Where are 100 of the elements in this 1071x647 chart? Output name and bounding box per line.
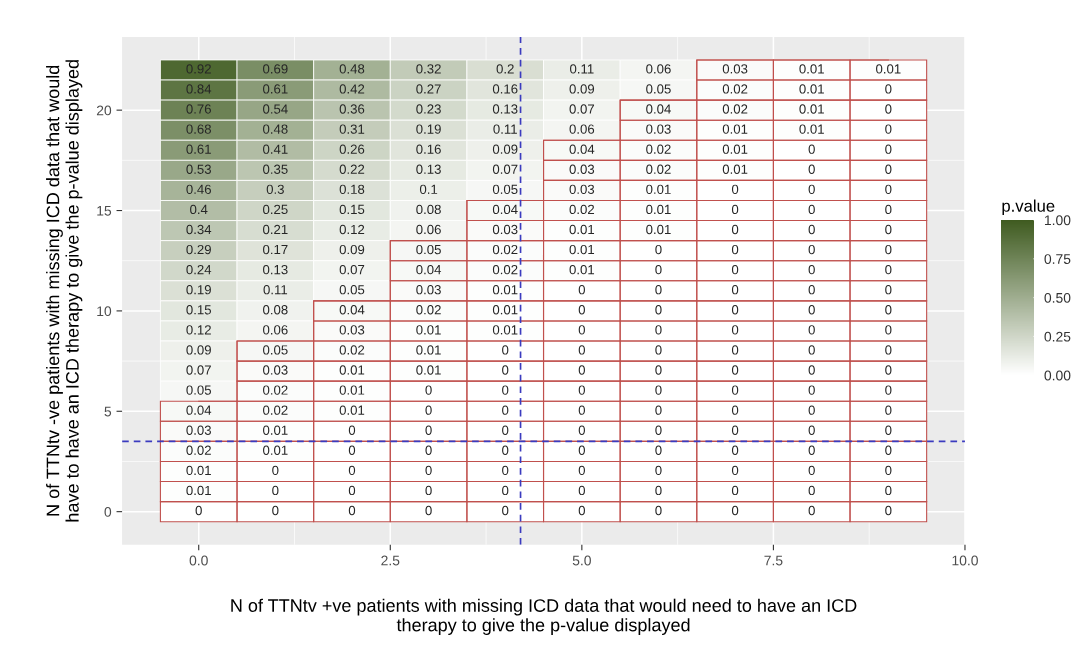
data-label: 0	[578, 345, 585, 355]
data-label: 0.05	[186, 385, 212, 395]
data-label: 0.02	[416, 305, 441, 315]
data-label: 0.13	[263, 264, 288, 275]
data-label: 0.05	[339, 285, 365, 295]
data-label: 0.01	[492, 285, 518, 295]
data-label: 0.03	[492, 224, 518, 235]
data-label: 0.01	[339, 365, 365, 375]
data-label: 0	[731, 385, 739, 395]
data-label: 0.01	[722, 124, 748, 134]
data-label: 0.02	[263, 405, 288, 415]
data-label: 0	[655, 365, 662, 375]
data-label: 0.35	[263, 164, 288, 174]
data-label: 0.3	[266, 184, 284, 194]
data-label: 0	[808, 385, 815, 395]
data-label: 0.48	[339, 64, 365, 74]
data-label: 0.03	[263, 365, 288, 375]
data-label: 0.01	[799, 84, 824, 94]
data-label: 0	[885, 124, 892, 134]
data-label: 0.01	[876, 64, 901, 74]
data-label: 0.01	[416, 345, 441, 355]
data-label: 0.01	[799, 104, 824, 114]
data-label: 0	[885, 345, 892, 355]
data-label: 0.29	[186, 244, 211, 255]
data-label: 0	[655, 425, 662, 435]
data-label: 0	[655, 505, 662, 516]
data-label: 0.07	[186, 365, 211, 375]
data-label: 0	[502, 385, 509, 395]
data-label: 0	[731, 224, 739, 235]
data-label: 0	[502, 345, 509, 355]
data-label: 0	[885, 104, 892, 114]
data-label: 0	[808, 144, 815, 154]
data-label: 0	[578, 365, 585, 375]
data-label: 0	[808, 465, 815, 476]
data-label: 0	[731, 425, 739, 435]
data-label: 0	[578, 285, 585, 295]
data-label: 0	[425, 485, 432, 496]
data-label: 0	[808, 405, 815, 415]
data-label: 0.01	[416, 365, 441, 375]
data-label: 0	[731, 305, 739, 315]
data-label: 0.4	[190, 204, 208, 215]
data-label: 0	[808, 425, 815, 435]
y-tick-label: 20	[96, 105, 112, 116]
data-label: 0.01	[569, 244, 595, 255]
data-label: 0.03	[339, 325, 365, 335]
data-label: 0	[885, 204, 892, 215]
data-label: 0.01	[339, 405, 365, 415]
data-label: 0.02	[186, 445, 211, 455]
data-label: 0	[655, 465, 662, 476]
data-label: 0.05	[416, 244, 441, 255]
data-label: 0.07	[339, 264, 365, 275]
data-label: 0.04	[416, 264, 442, 275]
data-label: 0.06	[569, 124, 595, 134]
color-bar-title: p.value	[1002, 199, 1055, 216]
color-bar-label: 1.00	[1044, 215, 1071, 226]
data-label: 0.02	[492, 244, 518, 255]
data-label: 0.01	[339, 385, 365, 395]
data-label: 0	[808, 445, 815, 455]
data-label: 0	[655, 244, 662, 255]
data-label: 0	[731, 204, 739, 215]
y-axis-title: N of TTNtv -ve patients with missing ICD data that would have to have an ICD therapy to give the p-value displayed	[46, 60, 83, 522]
data-label: 0	[731, 184, 739, 194]
data-label: 0	[655, 385, 662, 395]
data-label: 0	[425, 425, 432, 435]
data-label: 0.16	[492, 84, 518, 94]
data-label: 0.48	[263, 124, 288, 134]
data-label: 0.12	[339, 224, 365, 235]
data-label: 0.04	[339, 305, 365, 315]
data-label: 0	[731, 345, 739, 355]
data-label: 0	[808, 485, 815, 496]
data-label: 0	[578, 405, 585, 415]
x-tick-label: 2.5	[381, 555, 400, 566]
data-label: 0.01	[799, 64, 824, 74]
data-label: 0	[731, 465, 739, 476]
data-label: 0.2	[496, 64, 514, 74]
x-axis-title: N of TTNtv +ve patients with missing ICD data that would need to have an ICD therapy to give the p-value displayed	[231, 598, 857, 635]
data-label: 0.04	[646, 104, 671, 114]
data-label: 0.01	[263, 425, 288, 435]
data-label: 0	[425, 505, 432, 516]
data-label: 0	[808, 505, 815, 516]
data-label: 0	[578, 325, 585, 335]
data-label: 0.09	[339, 244, 365, 255]
data-label: 0	[578, 465, 585, 476]
data-label: 0.01	[722, 164, 748, 174]
data-label: 0.76	[186, 104, 211, 114]
data-label: 0.07	[492, 164, 518, 174]
data-label: 0.01	[569, 264, 595, 275]
data-label: 0.04	[186, 405, 212, 415]
data-label: 0	[348, 485, 356, 496]
data-label: 0.61	[186, 144, 211, 154]
data-label: 0	[731, 325, 739, 335]
data-label: 0.61	[263, 84, 288, 94]
data-label: 0.05	[492, 184, 518, 194]
data-label: 0	[885, 465, 892, 476]
data-label: 0.01	[646, 224, 671, 235]
data-label: 0.18	[339, 184, 365, 194]
data-label: 0.01	[646, 204, 671, 215]
data-label: 0.22	[339, 164, 365, 174]
data-label: 0.24	[186, 264, 212, 275]
data-label: 0.02	[722, 104, 748, 114]
